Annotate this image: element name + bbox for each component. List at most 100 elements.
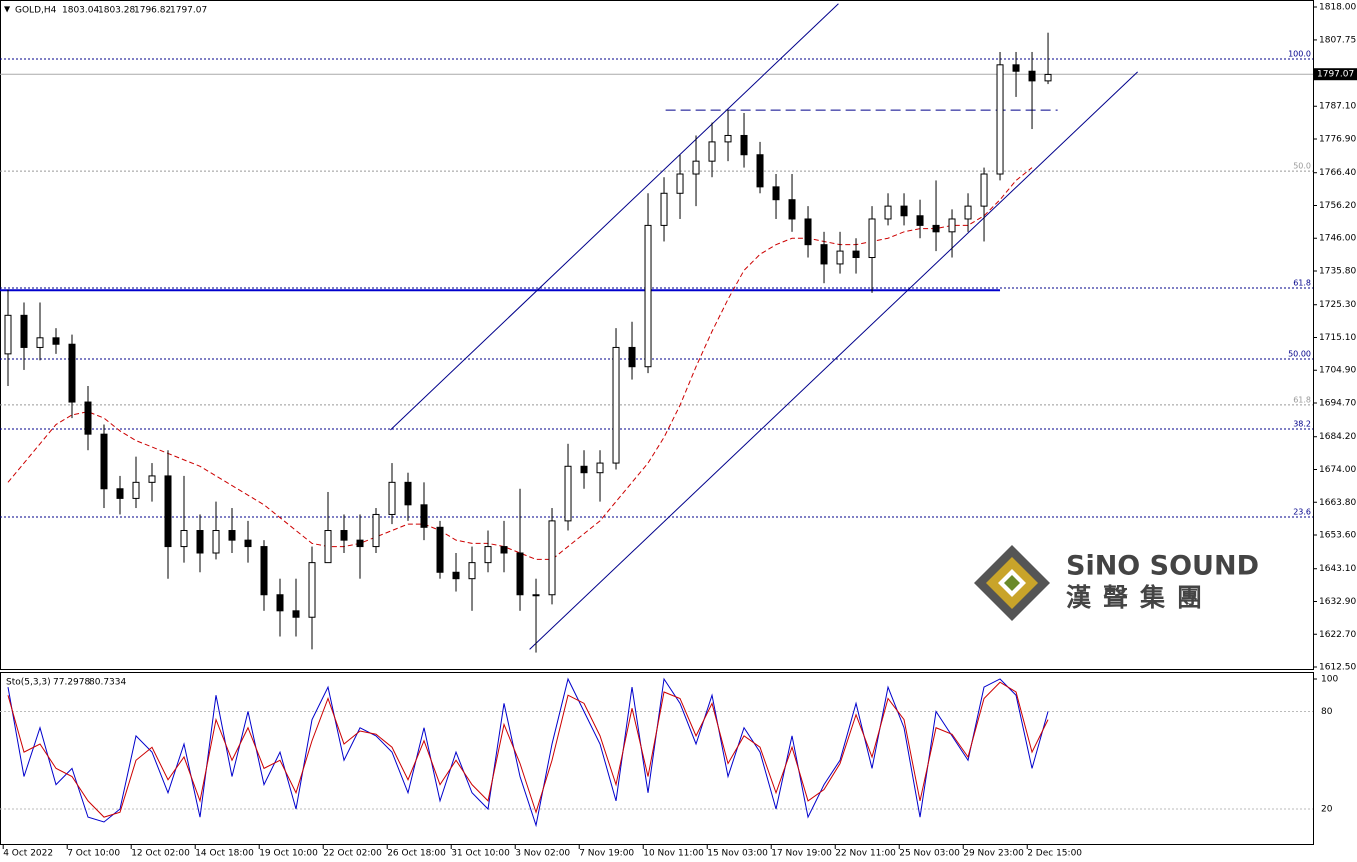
- y-tick-label: 1776.90: [1319, 135, 1356, 145]
- candle-body: [340, 530, 348, 541]
- candle-body: [996, 64, 1004, 175]
- level-label: 38.2: [1293, 420, 1311, 429]
- y-tick-label: 1643.10: [1319, 564, 1356, 574]
- candle-body: [292, 610, 300, 618]
- x-tick-label: 7 Nov 19:00: [579, 849, 634, 859]
- y-tick-label: 1818.00: [1319, 3, 1356, 13]
- level-label: 100.0: [1288, 50, 1311, 59]
- candle-body: [612, 346, 620, 464]
- y-tick-label: 1756.20: [1319, 201, 1356, 211]
- candle-body: [820, 244, 828, 265]
- candle-body: [84, 401, 92, 435]
- candle-body: [708, 141, 716, 162]
- candle-body: [628, 346, 636, 368]
- candle-body: [420, 504, 428, 528]
- y-tick-label: 1746.00: [1319, 234, 1356, 244]
- candle-body: [724, 134, 732, 143]
- candle-body: [132, 481, 140, 499]
- x-tick-label: 29 Nov 23:00: [963, 849, 1024, 859]
- candle-body: [452, 571, 460, 580]
- x-tick-label: 10 Nov 11:00: [643, 849, 704, 859]
- candle-body: [676, 173, 684, 194]
- x-tick-label: 19 Oct 10:00: [259, 849, 318, 859]
- watermark-logo: [974, 545, 1050, 621]
- candle-body: [468, 562, 476, 580]
- candle-body: [692, 160, 700, 175]
- header-value: 1803.04: [62, 6, 99, 16]
- stoch-tick-label: 20: [1321, 805, 1333, 815]
- symbol-title: GOLD,H4: [15, 6, 57, 16]
- candle-body: [36, 337, 44, 348]
- candle-body: [276, 594, 284, 612]
- candle-body: [308, 562, 316, 618]
- x-tick-label: 17 Nov 19:00: [771, 849, 832, 859]
- candle-body: [532, 594, 540, 597]
- candle-body: [580, 465, 588, 474]
- candle-body: [20, 314, 28, 348]
- candle-body: [180, 530, 188, 548]
- candle-body: [852, 250, 860, 259]
- candle-body: [948, 218, 956, 233]
- candle-body: [164, 475, 172, 548]
- candle-body: [660, 192, 668, 226]
- price-label: 1797.07: [1317, 70, 1354, 80]
- candle-body: [1028, 70, 1036, 82]
- stoch-line: [7, 681, 1049, 818]
- candle-body: [884, 205, 892, 220]
- y-tick-label: 1807.75: [1319, 35, 1356, 45]
- candle-body: [260, 546, 268, 596]
- moving-average: [7, 167, 1033, 560]
- y-tick-label: 1766.40: [1319, 168, 1356, 178]
- stoch-value: 80.7334: [89, 678, 126, 688]
- x-tick-label: 4 Oct 2022: [3, 849, 53, 859]
- candle-body: [388, 481, 396, 515]
- stoch-panel: [0, 672, 1314, 845]
- candle-body: [772, 186, 780, 201]
- candle-body: [356, 539, 364, 548]
- level-label: 50.00: [1288, 350, 1311, 359]
- candle-body: [324, 530, 332, 564]
- candle-body: [516, 552, 524, 596]
- header-value: 1796.82: [134, 6, 171, 16]
- candle-body: [804, 218, 812, 246]
- candle-body: [116, 488, 124, 499]
- level-label: 61.8: [1293, 395, 1311, 404]
- trend-line: [390, 3, 839, 431]
- candle-body: [932, 224, 940, 233]
- y-tick-label: 1725.30: [1319, 300, 1356, 310]
- stoch-tick-label: 100: [1321, 674, 1338, 684]
- candle-body: [436, 526, 444, 573]
- price-box: [1313, 68, 1357, 81]
- stoch-title: Sto(5,3,3): [6, 678, 51, 688]
- candle-body: [788, 199, 796, 220]
- x-tick-label: 14 Oct 18:00: [195, 849, 254, 859]
- candle-body: [228, 530, 236, 541]
- y-tick-label: 1704.90: [1319, 366, 1356, 376]
- candle-body: [100, 433, 108, 490]
- candle-body: [196, 530, 204, 554]
- stoch-line: [7, 677, 1049, 828]
- watermark-name: SiNO SOUND: [1066, 551, 1259, 582]
- y-tick-label: 1632.90: [1319, 597, 1356, 607]
- y-tick-label: 1787.10: [1319, 102, 1356, 112]
- candle-body: [4, 314, 12, 355]
- y-tick-label: 1663.80: [1319, 498, 1356, 508]
- candle-body: [404, 481, 412, 506]
- menu-arrow: ▼: [4, 5, 11, 14]
- candle-body: [244, 539, 252, 548]
- stoch-value: 77.2978: [53, 678, 90, 688]
- candle-body: [900, 205, 908, 217]
- candle-body: [596, 462, 604, 474]
- level-label: 61.8: [1293, 279, 1311, 288]
- y-tick-label: 1715.10: [1319, 333, 1356, 343]
- candle-body: [1012, 64, 1020, 72]
- x-tick-label: 31 Oct 10:00: [451, 849, 510, 859]
- candle-body: [644, 224, 652, 368]
- y-tick-label: 1612.50: [1319, 663, 1356, 673]
- x-tick-label: 22 Oct 02:00: [323, 849, 382, 859]
- candle-body: [980, 173, 988, 207]
- level-label: 23.6: [1293, 508, 1311, 517]
- x-tick-label: 2 Dec 15:00: [1027, 849, 1082, 859]
- candle-body: [756, 154, 764, 188]
